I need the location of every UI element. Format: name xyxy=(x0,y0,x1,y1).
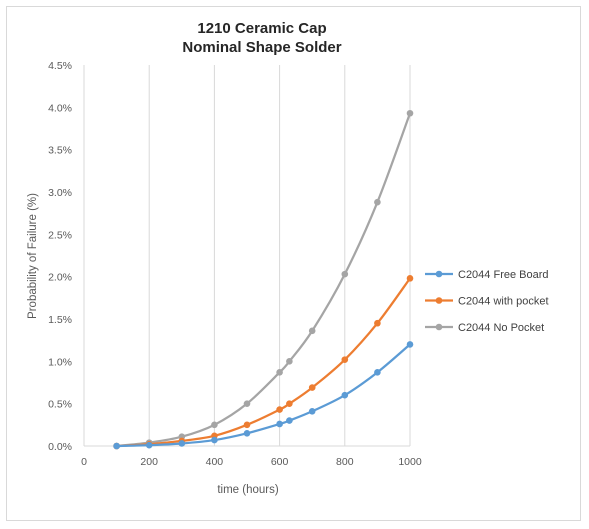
y-tick-label: 1.5% xyxy=(48,314,72,326)
legend: C2044 Free Board C2044 with pocket C2044 N… xyxy=(425,269,549,334)
x-tick-label: 800 xyxy=(336,456,354,468)
data-point xyxy=(243,430,251,437)
data-point xyxy=(406,341,414,348)
chart-frame xyxy=(6,6,581,521)
data-point xyxy=(374,369,381,376)
series-line xyxy=(116,343,411,448)
legend-entry: C2044 Free Board xyxy=(425,269,549,281)
data-point xyxy=(276,420,283,428)
x-axis-label: time (hours) xyxy=(217,484,279,496)
legend-label: C2044 Free Board xyxy=(458,269,549,281)
series-line xyxy=(116,112,412,448)
data-point xyxy=(286,358,293,365)
data-point xyxy=(374,319,381,327)
legend-marker xyxy=(435,323,443,331)
y-tick-label: 3.5% xyxy=(48,145,72,157)
data-point xyxy=(113,442,120,450)
data-point xyxy=(243,400,251,407)
x-tick-label: 600 xyxy=(271,456,289,468)
chart-title-line-1: 1210 Ceramic Cap xyxy=(197,20,326,37)
data-point xyxy=(243,421,251,429)
series-c2044-free-board xyxy=(113,341,414,450)
legend-label: C2044 No Pocket xyxy=(458,322,544,334)
y-axis-label: Probability of Failure (%) xyxy=(27,193,39,319)
y-tick-label: 0.5% xyxy=(48,399,72,411)
y-tick-label: 2.5% xyxy=(48,229,72,241)
chart-title: 1210 Ceramic Cap Nominal Shape Solder xyxy=(182,20,341,56)
data-point xyxy=(276,369,283,376)
y-tick-label: 2.0% xyxy=(48,272,72,284)
data-point xyxy=(341,270,349,278)
data-point xyxy=(308,327,316,335)
data-point xyxy=(211,421,218,429)
legend-entry: C2044 with pocket xyxy=(425,296,549,308)
x-tick-label: 400 xyxy=(206,456,224,468)
x-tick-label: 1000 xyxy=(398,456,422,468)
y-tick-label: 1.0% xyxy=(48,356,72,368)
y-tick-label: 0.0% xyxy=(48,441,72,453)
data-point xyxy=(341,356,349,363)
series-c2044-no-pocket xyxy=(113,109,414,450)
y-tick-label: 3.0% xyxy=(48,187,72,199)
x-tick-label: 200 xyxy=(140,456,158,468)
axes: 0 200 400 600 800 1000 0.0% 0.5% 1.0% 1.5% 2.0% 2.5… xyxy=(48,60,422,468)
data-point xyxy=(406,275,414,282)
legend-entry: C2044 No Pocket xyxy=(425,322,544,334)
data-point xyxy=(178,440,186,447)
x-tick-label: 0 xyxy=(81,456,87,468)
data-point xyxy=(341,391,349,399)
data-point xyxy=(308,384,316,391)
data-point xyxy=(211,436,218,444)
data-point xyxy=(286,400,293,407)
data-point xyxy=(406,109,414,117)
data-point xyxy=(374,198,381,206)
y-tick-label: 4.5% xyxy=(48,60,72,72)
legend-marker xyxy=(435,270,443,278)
data-point xyxy=(286,417,293,424)
series-line xyxy=(116,277,411,448)
series-c2044-with-pocket xyxy=(113,275,414,450)
grid xyxy=(148,65,411,446)
series xyxy=(113,109,414,450)
data-point xyxy=(276,406,283,413)
chart-title-line-2: Nominal Shape Solder xyxy=(182,39,341,56)
legend-label: C2044 with pocket xyxy=(458,296,549,308)
y-tick-label: 4.0% xyxy=(48,102,72,114)
data-point xyxy=(308,407,316,415)
data-point xyxy=(145,441,153,449)
legend-marker xyxy=(435,297,443,304)
